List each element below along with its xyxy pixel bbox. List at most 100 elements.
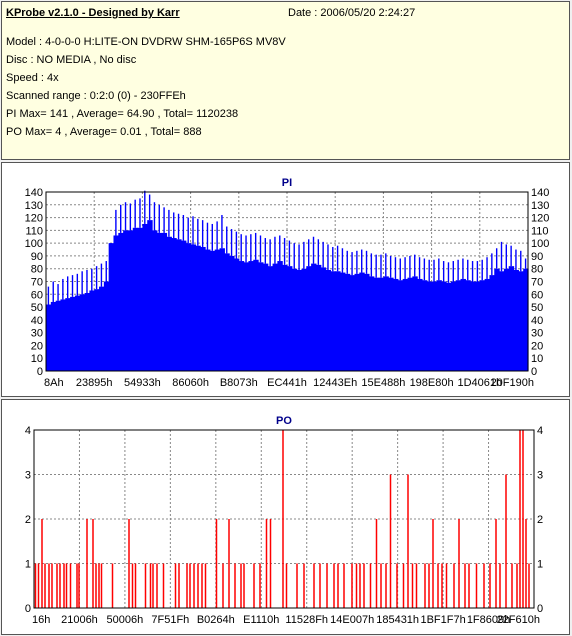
pi-ytick-left-label: 90 bbox=[31, 251, 43, 263]
pi-ytick-left-label: 60 bbox=[31, 289, 43, 301]
pi-bar bbox=[156, 232, 163, 371]
pi-bar bbox=[359, 272, 365, 371]
po-xtick-label: 1BF1F7h bbox=[420, 614, 465, 626]
pi-bar bbox=[291, 268, 298, 371]
info-panel: KProbe v2.1.0 - Designed by Karr Date : … bbox=[1, 1, 570, 160]
pi-summary-line: PI Max= 141 , Average= 64.90 , Total= 11… bbox=[6, 108, 239, 120]
pi-xtick-label: 20F190h bbox=[491, 377, 534, 389]
pi-bar bbox=[46, 304, 52, 371]
po-xtick-label: B0264h bbox=[197, 614, 235, 626]
pi-bar bbox=[243, 262, 250, 371]
pi-bar bbox=[407, 277, 413, 371]
po-chart: PO 0 0 1 1 2 2 3 3 4 4 16h 21006h 50006h 7F51Fh B0264h E… bbox=[25, 415, 543, 626]
pi-ytick-left-label: 70 bbox=[31, 277, 43, 289]
pi-xtick-label: 15E488h bbox=[361, 377, 405, 389]
pi-ytick-right-label: 30 bbox=[531, 328, 543, 340]
pi-bar bbox=[185, 243, 192, 371]
po-ytick-left-label: 0 bbox=[25, 603, 31, 615]
pi-bar bbox=[306, 266, 312, 371]
pi-bar bbox=[262, 263, 269, 371]
pi-xtick-label: 23895h bbox=[76, 377, 113, 389]
pi-bar bbox=[50, 301, 57, 371]
pi-bar bbox=[161, 232, 168, 371]
app-title: KProbe v2.1.0 - Designed by Karr bbox=[6, 7, 180, 19]
pi-bar bbox=[238, 261, 245, 371]
po-xtick-label: 14E007h bbox=[330, 614, 374, 626]
pi-bar bbox=[195, 245, 201, 371]
pi-ytick-left-label: 10 bbox=[31, 353, 43, 365]
pi-bar bbox=[229, 255, 235, 371]
pi-bar bbox=[489, 275, 495, 371]
po-xtick-label: 185431h bbox=[376, 614, 419, 626]
pi-bar bbox=[180, 240, 187, 371]
pi-bar bbox=[224, 253, 230, 371]
pi-ytick-left-label: 40 bbox=[31, 315, 43, 327]
pi-ytick-right-label: 100 bbox=[531, 238, 549, 250]
pi-bar bbox=[296, 269, 303, 371]
pi-bar bbox=[455, 280, 462, 371]
pi-xtick-label: EC441h bbox=[267, 377, 307, 389]
pi-bar bbox=[209, 250, 216, 371]
pi-bar bbox=[523, 268, 529, 371]
pi-ytick-right-label: 60 bbox=[531, 289, 543, 301]
pi-bar bbox=[494, 268, 500, 371]
po-xtick-label: 11528Fh bbox=[285, 614, 328, 626]
pi-ytick-left-label: 20 bbox=[31, 340, 43, 352]
pi-bar bbox=[219, 248, 225, 371]
pi-xtick-label: 198E80h bbox=[410, 377, 454, 389]
pi-bar bbox=[272, 263, 278, 371]
pi-bar bbox=[60, 299, 66, 371]
pi-bar bbox=[508, 266, 515, 371]
po-ytick-left-label: 1 bbox=[25, 559, 31, 571]
pi-bar bbox=[258, 262, 264, 371]
pi-bar bbox=[412, 276, 418, 371]
pi-bar bbox=[142, 223, 148, 371]
pi-bar bbox=[344, 273, 351, 371]
pi-bar bbox=[166, 236, 172, 371]
po-plot-border bbox=[33, 429, 535, 609]
pi-bar bbox=[513, 269, 519, 371]
pi-ytick-right-label: 130 bbox=[531, 200, 549, 212]
pi-bar bbox=[499, 271, 505, 371]
pi-bar bbox=[190, 244, 197, 371]
pi-bar bbox=[84, 293, 90, 371]
po-ytick-left-label: 2 bbox=[25, 514, 31, 526]
pi-bar bbox=[311, 263, 317, 371]
pi-bar bbox=[349, 275, 356, 371]
scanned-range-line: Scanned range : 0:2:0 (0) - 230FFEh bbox=[6, 90, 186, 102]
pi-bar bbox=[421, 280, 428, 371]
pi-bar bbox=[393, 278, 399, 371]
pi-bar bbox=[378, 277, 384, 371]
pi-bar bbox=[368, 276, 375, 371]
pi-bar bbox=[518, 271, 524, 371]
pi-bar bbox=[123, 230, 129, 371]
pi-bar bbox=[383, 276, 389, 371]
pi-ytick-left-label: 0 bbox=[37, 366, 43, 378]
pi-bar bbox=[426, 281, 433, 371]
pi-bar bbox=[171, 238, 177, 371]
po-summary-line: PO Max= 4 , Average= 0.01 , Total= 888 bbox=[6, 126, 202, 138]
pi-ytick-right-label: 120 bbox=[531, 213, 549, 225]
model-line: Model : 4-0-0-0 H:LITE-ON DVDRW SHM-165P… bbox=[6, 36, 286, 48]
pi-xtick-label: 86060h bbox=[172, 377, 209, 389]
pi-xtick-label: 12443Eh bbox=[313, 377, 357, 389]
pi-bar bbox=[325, 269, 331, 371]
po-ytick-right-label: 0 bbox=[537, 603, 543, 615]
pi-bar bbox=[152, 230, 158, 371]
pi-bar bbox=[441, 281, 447, 371]
pi-plot-border bbox=[45, 191, 529, 372]
pi-bar bbox=[474, 281, 481, 371]
pi-bar bbox=[137, 227, 143, 371]
pi-bar bbox=[205, 249, 211, 371]
pi-bar bbox=[147, 220, 153, 371]
pi-bar bbox=[315, 264, 322, 371]
po-ytick-right-label: 3 bbox=[537, 470, 543, 482]
pi-xtick-label: 1D4061h bbox=[457, 377, 502, 389]
pi-xtick-label: B8073h bbox=[220, 377, 258, 389]
pi-bar bbox=[287, 266, 293, 371]
pi-bar bbox=[99, 286, 105, 371]
pi-ytick-left-label: 110 bbox=[25, 225, 43, 237]
pi-bar bbox=[417, 278, 423, 371]
pi-ytick-right-label: 140 bbox=[531, 187, 549, 199]
